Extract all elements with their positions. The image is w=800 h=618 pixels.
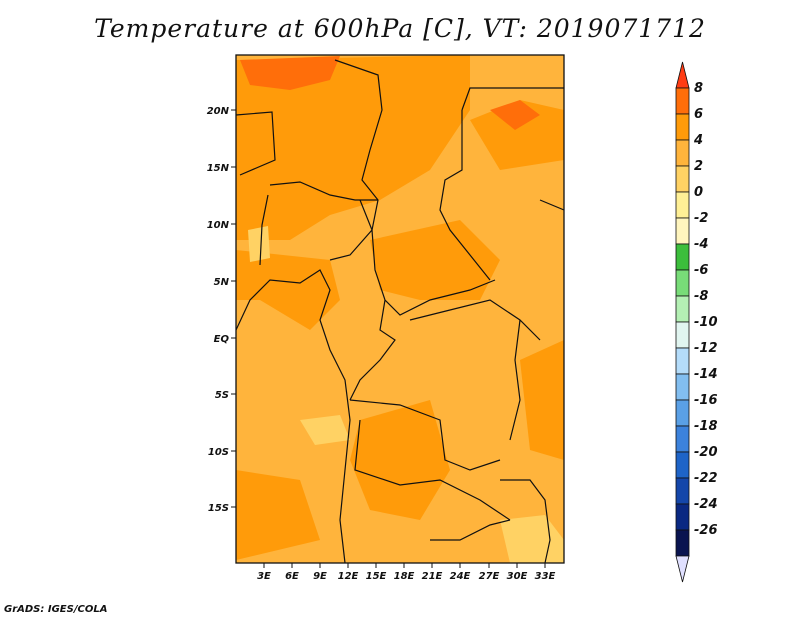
colorbar-segment <box>675 425 690 453</box>
colorbar-segment <box>675 477 690 505</box>
lon-label: 24E <box>450 571 471 582</box>
lon-label: 12E <box>338 571 359 582</box>
colorbar-label: -24 <box>694 497 718 512</box>
colorbar-segment <box>675 87 690 115</box>
colorbar-segment <box>675 555 690 583</box>
colorbar-label: -10 <box>694 315 718 330</box>
colorbar-label: -8 <box>694 289 708 304</box>
colorbar-label: -22 <box>694 471 718 486</box>
colorbar-segment <box>675 321 690 349</box>
colorbar-segment <box>675 503 690 531</box>
colorbar-label: -2 <box>694 211 708 226</box>
colorbar-label: 8 <box>694 81 703 96</box>
colorbar-segment <box>675 529 690 557</box>
colorbar-segment <box>675 191 690 219</box>
lon-label: 21E <box>422 571 443 582</box>
colorbar-segment <box>675 165 690 193</box>
map-frame <box>235 54 565 564</box>
colorbar-segment <box>675 373 690 401</box>
colorbar-label: -4 <box>694 237 708 252</box>
colorbar-label: -12 <box>694 341 718 356</box>
lat-label: 10S <box>208 447 229 458</box>
colorbar-label: 2 <box>694 159 703 174</box>
credit-text: GrADS: IGES/COLA <box>4 604 108 615</box>
colorbar-segment <box>675 451 690 479</box>
lon-label: 27E <box>479 571 500 582</box>
colorbar-segment <box>675 269 690 297</box>
lon-label: 9E <box>313 571 327 582</box>
country-borders <box>236 59 564 563</box>
temperature-field <box>236 55 564 563</box>
colorbar-label: -18 <box>694 419 718 434</box>
colorbar-segment <box>675 61 690 89</box>
lat-label: 20N <box>207 106 230 117</box>
colorbar-segment <box>675 217 690 245</box>
lat-label: 15N <box>207 163 230 174</box>
lon-label: 15E <box>366 571 387 582</box>
lat-label: EQ <box>214 334 230 345</box>
lat-label: 5N <box>214 277 230 288</box>
lat-label: 5S <box>215 390 229 401</box>
colorbar-label: -26 <box>694 523 718 538</box>
colorbar-label: 0 <box>694 185 703 200</box>
colorbar-segment <box>675 347 690 375</box>
colorbar-segment <box>675 243 690 271</box>
colorbar-segment <box>675 295 690 323</box>
lon-label: 30E <box>507 571 528 582</box>
colorbar-label: -16 <box>694 393 718 408</box>
lon-ticks <box>263 563 546 568</box>
lon-label: 33E <box>535 571 556 582</box>
lon-label: 18E <box>394 571 415 582</box>
lat-labels: 20N 15N 10N 5N EQ 5S 10S 15S <box>207 106 230 514</box>
lat-label: 10N <box>207 220 230 231</box>
colorbar-label: -20 <box>694 445 718 460</box>
colorbar-label: -6 <box>694 263 708 278</box>
colorbar-segment <box>675 113 690 141</box>
lon-labels: 3E 6E 9E 12E 15E 18E 21E 24E 27E 30E 33E <box>257 571 555 582</box>
colorbar-label: -14 <box>694 367 718 382</box>
colorbar-label: 4 <box>693 133 703 148</box>
lat-ticks <box>231 109 236 508</box>
colorbar-segment <box>675 139 690 167</box>
map-title: Temperature at 600hPa [C], VT: 201907171… <box>94 14 706 43</box>
colorbar <box>675 61 690 583</box>
colorbar-label: 6 <box>694 107 703 122</box>
lat-label: 15S <box>208 503 229 514</box>
colorbar-segment <box>675 399 690 427</box>
lon-label: 6E <box>285 571 299 582</box>
colorbar-labels: 8 6 4 2 0 -2 -4 -6 -8 -10 -12 -14 -16 -1… <box>693 81 718 538</box>
lon-label: 3E <box>257 571 271 582</box>
